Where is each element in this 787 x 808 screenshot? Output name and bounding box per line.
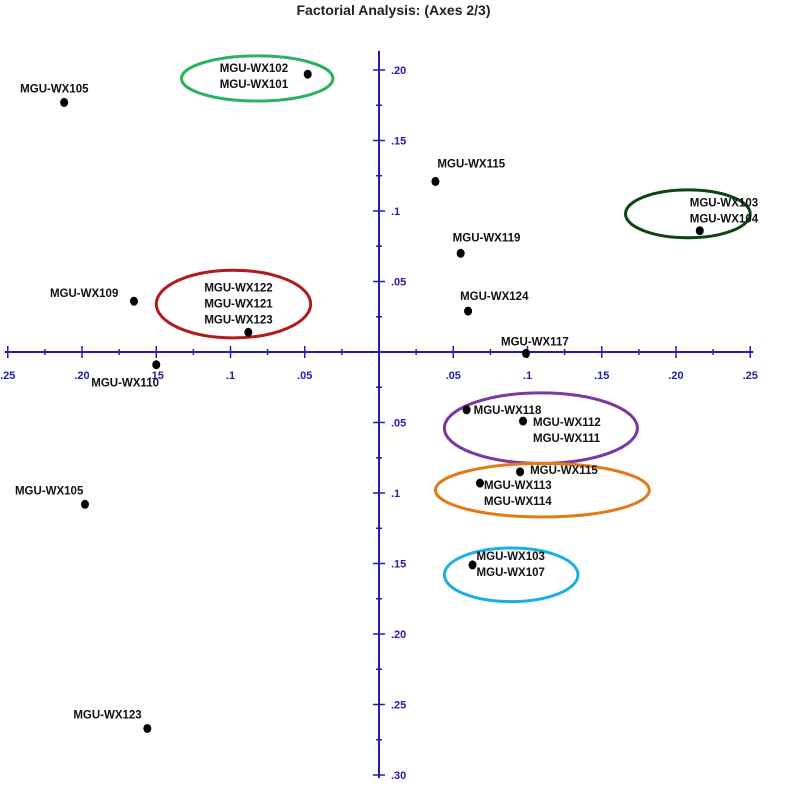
point-label: MGU-WX101	[220, 79, 289, 91]
data-point	[244, 327, 253, 337]
group-ellipse-6	[442, 546, 580, 604]
x-tick-label: .15	[149, 370, 164, 382]
x-tick-label: .25	[743, 370, 758, 382]
y-tick-label: .05	[391, 418, 406, 430]
point-label: MGU-WX122	[204, 282, 272, 294]
data-point	[456, 248, 465, 258]
point-label: MGU-WX114	[484, 496, 552, 508]
x-tick-label: .05	[297, 370, 312, 382]
y-tick-label: .1	[391, 488, 400, 500]
y-tick-label: .25	[391, 700, 406, 712]
data-point	[303, 69, 312, 79]
data-point	[143, 723, 152, 733]
y-tick-label: .30	[391, 770, 406, 782]
data-point	[80, 499, 89, 509]
x-tick-label: .20	[668, 370, 683, 382]
point-label: MGU-WX109	[50, 288, 118, 300]
data-point	[519, 416, 528, 426]
x-tick-label: .15	[594, 370, 609, 382]
point-label: MGU-WX117	[501, 336, 569, 348]
point-label: MGU-WX115	[437, 158, 505, 170]
y-tick-label: .1	[391, 206, 400, 218]
y-tick-label: .05	[391, 277, 406, 289]
axes-layer: .25 .20 .15 .1 .05 .05 .1 .15 .20 .25 .20 .15 .1 .05.…	[0, 50, 758, 782]
data-point	[516, 467, 525, 477]
group-ellipse-3	[624, 188, 752, 240]
y-tick-label: .20	[391, 65, 406, 77]
group-ellipses-layer	[154, 54, 752, 604]
point-label: MGU-WX119	[453, 232, 521, 244]
group-ellipse-5	[433, 461, 651, 519]
data-point	[522, 348, 531, 358]
data-point	[468, 560, 477, 570]
point-label: MGU-WX115	[530, 465, 598, 477]
x-tick-label: .1	[226, 370, 235, 382]
x-tick-label: .25	[0, 370, 15, 382]
point-label: MGU-WX103	[477, 551, 545, 563]
data-point	[475, 478, 484, 488]
point-label: MGU-WX112	[533, 417, 601, 429]
point-label: MGU-WX111	[533, 433, 601, 445]
point-label: MGU-WX105	[15, 485, 84, 497]
y-tick-label: .15	[391, 136, 406, 148]
point-label: MGU-WX102	[220, 63, 288, 75]
point-label: MGU-WX121	[204, 298, 273, 310]
point-label: MGU-WX113	[484, 480, 552, 492]
x-tick-label: .20	[74, 370, 89, 382]
point-label: MGU-WX123	[73, 709, 141, 721]
point-label: MGU-WX105	[20, 83, 89, 95]
data-point	[462, 405, 471, 415]
points-layer: MGU-WX102 MGU-WX101 MGU-WX105 MGU-WX115 MGU-…	[15, 63, 759, 733]
data-point	[152, 360, 161, 370]
point-label: MGU-WX103	[690, 198, 758, 210]
point-label: MGU-WX110	[91, 378, 159, 390]
group-ellipse-2	[154, 268, 313, 340]
y-tick-label: .20	[391, 629, 406, 641]
point-label: MGU-WX104	[690, 214, 759, 226]
data-point	[464, 306, 473, 316]
point-label: MGU-WX118	[474, 405, 542, 417]
data-point	[60, 97, 69, 107]
x-tick-label: .1	[523, 370, 532, 382]
data-point	[695, 226, 704, 236]
group-ellipse-1	[179, 54, 335, 103]
point-label: MGU-WX107	[477, 567, 545, 579]
y-tick-label: .15	[391, 559, 406, 571]
data-point	[431, 176, 440, 186]
chart-title: Factorial Analysis: (Axes 2/3)	[296, 2, 491, 18]
point-label: MGU-WX124	[460, 291, 529, 303]
point-label: MGU-WX123	[204, 314, 272, 326]
data-point	[129, 296, 138, 306]
x-tick-label: .05	[446, 370, 461, 382]
